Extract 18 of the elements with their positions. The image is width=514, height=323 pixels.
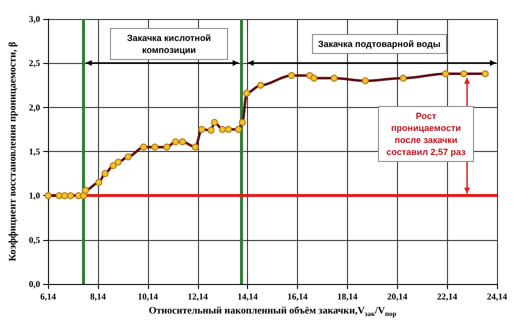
y-tick-label: 2,5: [28, 58, 41, 68]
x-tick-label: 10,14: [138, 292, 159, 302]
x-tick-label: 22,14: [437, 292, 458, 302]
y-tick-label: 1,5: [28, 146, 41, 156]
y-axis-title: Коэффициент восстановления проницаемости, β: [8, 42, 18, 262]
x-tick-label: 16,14: [287, 292, 308, 302]
x-tick-label: 14,14: [238, 292, 258, 302]
y-tick-label: 0,5: [28, 234, 41, 245]
x-tick-label: 12,14: [188, 292, 208, 302]
x-tick-label: 24,14: [486, 292, 508, 302]
y-tick-label: 1,0: [28, 190, 41, 201]
y-tick-label: 2,0: [28, 102, 41, 112]
x-tick-label: 6,14: [40, 292, 57, 302]
x-tick-label: 8,14: [90, 292, 106, 302]
y-tick-label: 0,0: [28, 279, 41, 289]
x-tick-label: 20,14: [387, 292, 408, 302]
x-tick-label: 18,14: [337, 292, 358, 302]
y-tick-label: 3,0: [28, 14, 41, 24]
